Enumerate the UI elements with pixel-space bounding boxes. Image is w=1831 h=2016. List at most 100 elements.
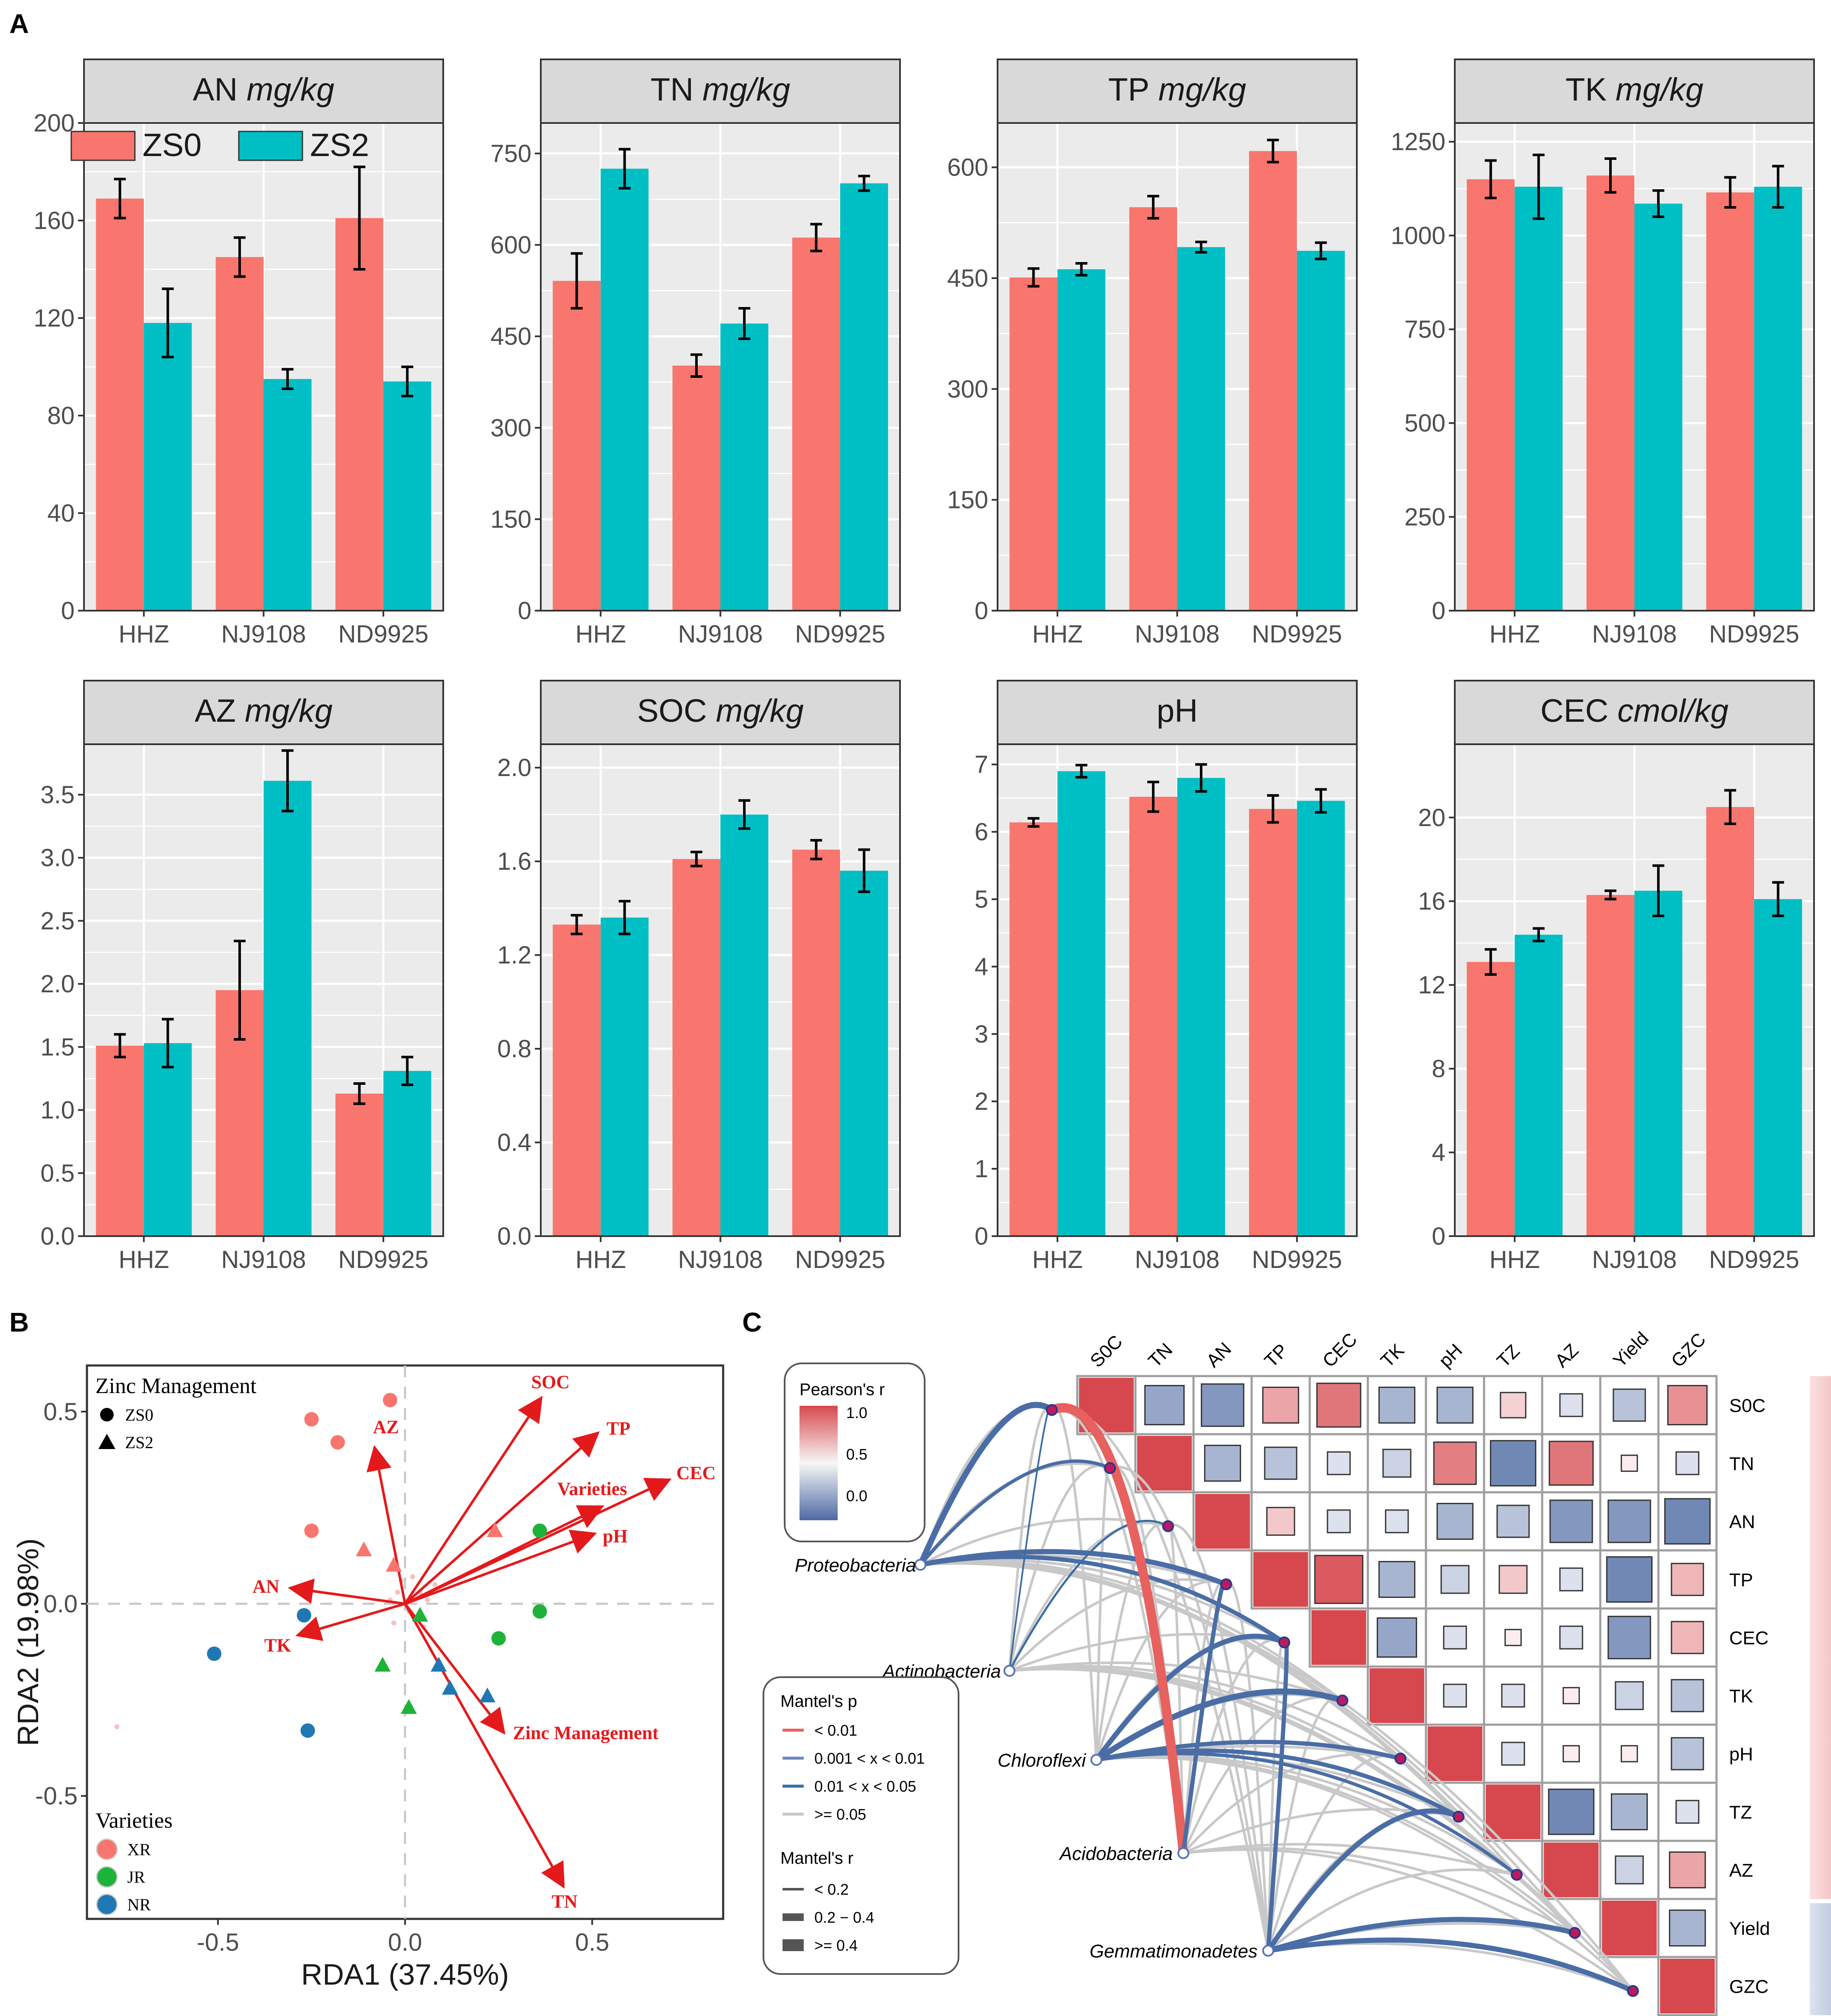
heatmap-diagonal-cell [1195,1494,1250,1549]
facet-title: TP mg/kg [1108,72,1246,108]
bar-zs2 [1297,251,1345,611]
group-bar-soil [1810,1376,1831,1899]
rda-y-tick-label: 0.0 [43,1590,78,1618]
heatmap-square [1671,1621,1704,1654]
y-tick-label: 2.0 [40,970,75,998]
species-dot [410,1574,415,1580]
rda-arrow-label: TK [264,1635,291,1656]
bar-zs0 [96,1045,144,1236]
mantel-legend: Mantel's p < 0.01 0.001 < x < 0.01 0.01 < x… [763,1676,959,1975]
y-tick-label: 3.0 [40,844,75,872]
plot-border [1454,122,1815,612]
heatmap-square [1607,1616,1651,1659]
heatmap-column-label: TK [1377,1340,1408,1371]
rda-point-nr-zs0 [207,1646,221,1661]
species-dot [432,1582,438,1587]
heatmap-column-label: Yield [1609,1328,1653,1371]
heatmap-square [1613,1388,1646,1422]
heatmap-square [1501,1684,1525,1708]
heatmap-square [1606,1556,1653,1603]
bar-zs2 [601,917,649,1236]
mantel-p-label: 0.01 < x < 0.05 [814,1778,916,1795]
rda-arrow-label: AN [252,1576,280,1597]
heatmap-square [1669,1851,1706,1889]
bar-zs0 [1249,151,1297,611]
y-tick-label: 16 [1418,888,1445,915]
rda-point-jr-zs0 [532,1523,547,1538]
mantel-link-significant [1267,1937,1634,1994]
y-tick-label: 5 [975,885,988,913]
heatmap-square [1501,1742,1525,1766]
taxon-node [914,1559,926,1571]
mantel-link-nonsig [1008,1522,1168,1672]
rda-point-xr-zs2 [355,1541,372,1556]
bar-zs0 [1467,179,1515,611]
y-tick-label: 0.5 [40,1159,75,1187]
heatmap-square [1669,1909,1706,1947]
heatmap-square [1498,1565,1528,1594]
y-tick-label: 4 [975,953,988,980]
bar-zs0 [96,198,144,611]
bar-zs0 [1009,277,1058,611]
heatmap-cell-frame [1599,1781,1660,1842]
y-tick-label: 2.0 [497,754,531,782]
y-tick-label: 8 [1432,1055,1445,1083]
rda-arrow-varieties [404,1505,604,1605]
facet-strip [1454,680,1815,745]
colorbar-tick-label: 1.0 [846,1404,867,1421]
heatmap-row-label: GZC [1729,1977,1769,1997]
y-tick-label: 120 [34,304,75,332]
y-tick-label: 1250 [1391,128,1445,156]
x-tick-label: NJ9108 [221,620,306,648]
y-tick-label: 2.5 [40,907,75,935]
heatmap-square [1563,1745,1580,1762]
mantel-link-significant [1008,1519,1169,1672]
legend-variety-dot [96,1893,118,1915]
heatmap-square [1621,1745,1638,1762]
facet-title-variable: pH [1157,693,1198,729]
rda-arrow-label: Varieties [557,1478,627,1499]
mantel-link-significant [1095,1688,1344,1762]
y-tick-label: 600 [947,154,988,181]
heatmap-square [1610,1793,1648,1831]
x-tick-label: ND9925 [338,1246,428,1273]
heatmap-diagonal-cell [1311,1610,1366,1665]
legend-variety-dot [96,1838,118,1860]
bar-zs2 [720,323,769,611]
bar-zs0 [792,237,840,611]
facet-strip [540,59,901,124]
bar-zs2 [263,781,312,1236]
facet-title: AZ mg/kg [195,693,333,729]
rda-arrow-soc [404,1396,543,1605]
target-node [1453,1811,1465,1823]
y-tick-label: 0.0 [497,1223,531,1250]
legend-key-zs2 [238,131,303,161]
mantel-r-label: >= 0.4 [814,1937,858,1954]
y-tick-label: 600 [490,232,531,259]
facet-title-variable: AZ [195,693,236,729]
pearson-colorbar-legend: Pearson's r 1.0 0.5 0.0 [784,1363,925,1542]
mantel-link-significant [920,1555,1286,1645]
bar-zs0 [335,1093,383,1236]
x-tick-label: ND9925 [1252,620,1342,648]
heatmap-square [1327,1509,1351,1533]
legend-box [763,1676,959,1975]
x-tick-label: NJ9108 [221,1246,306,1273]
heatmap-square [1675,1451,1700,1475]
bar-zs2 [1177,247,1225,611]
x-tick-label: NJ9108 [1135,1246,1220,1273]
y-tick-label: 1.5 [40,1033,75,1061]
heatmap-square [1549,1499,1593,1543]
facet-title-variable: TK [1565,72,1607,108]
bar-zs2 [1297,801,1345,1236]
facet-strip [997,59,1358,124]
bar-zs2 [1754,899,1802,1236]
rda-x-tick-label: 0.5 [575,1929,609,1956]
target-node [1220,1578,1232,1590]
rda-point-jr-zs0 [532,1604,547,1619]
species-dot [114,1724,120,1729]
rda-legend-variety-label: XR [127,1840,151,1859]
bar-zs0 [1129,207,1177,611]
heatmap-square [1378,1561,1416,1598]
